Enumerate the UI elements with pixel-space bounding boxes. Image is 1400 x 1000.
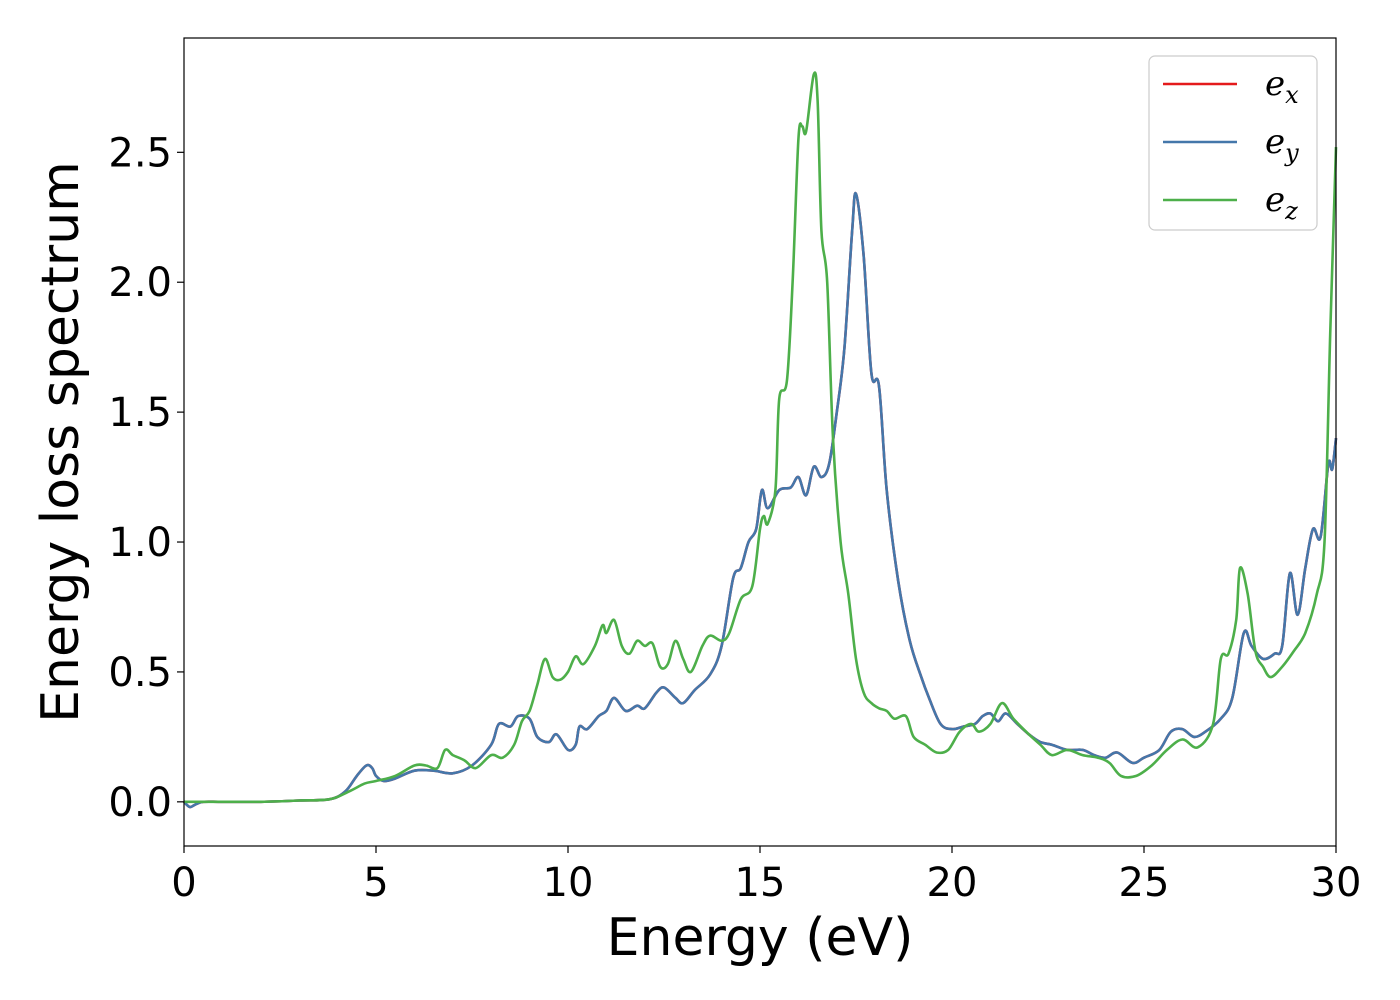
x-tick-label: 5 (363, 860, 388, 906)
x-tick-label: 15 (735, 860, 786, 906)
y-axis-label: Energy loss spectrum (31, 161, 91, 723)
x-tick-label: 20 (927, 860, 978, 906)
y-axis: 0.0 0.5 1.0 1.5 2.0 2.5 (108, 130, 184, 826)
y-tick-label: 1.0 (108, 520, 172, 566)
y-tick-label: 0.0 (108, 780, 172, 826)
legend-label-z: ez (1265, 180, 1298, 225)
y-tick-label: 2.0 (108, 260, 172, 306)
legend-label-x: ex (1265, 64, 1299, 109)
series-line-y (183, 191, 1338, 809)
y-tick-label: 2.5 (108, 130, 172, 176)
x-axis: 0 5 10 15 20 25 30 (171, 846, 1361, 906)
y-tick-label: 1.5 (108, 390, 172, 436)
x-tick-label: 10 (543, 860, 594, 906)
y-tick-label: 0.5 (108, 650, 172, 696)
x-tick-label: 30 (1311, 860, 1362, 906)
plot-area (184, 38, 1336, 846)
legend: ex ey ez (1148, 55, 1318, 231)
legend-label-y: ey (1265, 122, 1299, 167)
series-line-z (183, 71, 1338, 804)
series-layer (183, 71, 1338, 809)
x-tick-label: 25 (1119, 860, 1170, 906)
x-axis-label: Energy (eV) (607, 908, 914, 968)
x-tick-label: 0 (171, 860, 196, 906)
